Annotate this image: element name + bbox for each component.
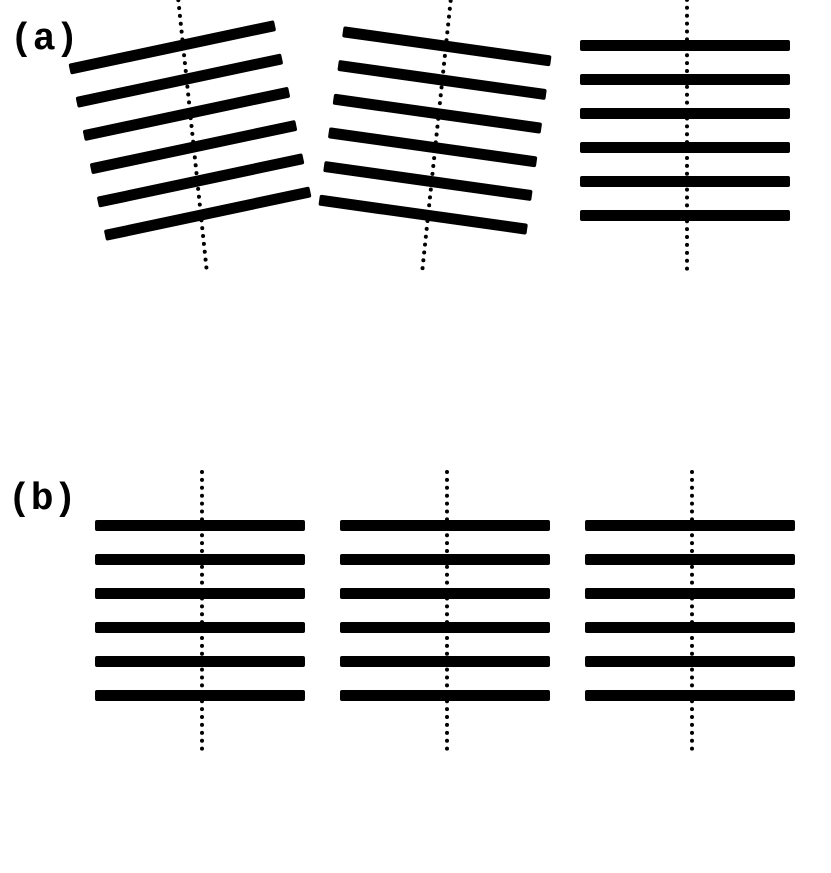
bar-group-b-0 (95, 520, 305, 701)
bar-group-b-1 (340, 520, 550, 701)
figure-canvas: (a) (b) (0, 0, 831, 873)
dotted-axis (685, 0, 689, 271)
panel-label-b: (b) (8, 478, 76, 521)
panel-label-a: (a) (10, 18, 78, 61)
bar-group-a-2 (580, 40, 790, 221)
dotted-axis (200, 470, 204, 751)
dotted-axis (445, 470, 449, 751)
ladder-bar (318, 195, 527, 235)
bar-group-a-0 (68, 20, 311, 241)
bar-group-a-1 (318, 26, 551, 234)
bar-group-b-2 (585, 520, 795, 701)
dotted-axis (690, 470, 694, 751)
